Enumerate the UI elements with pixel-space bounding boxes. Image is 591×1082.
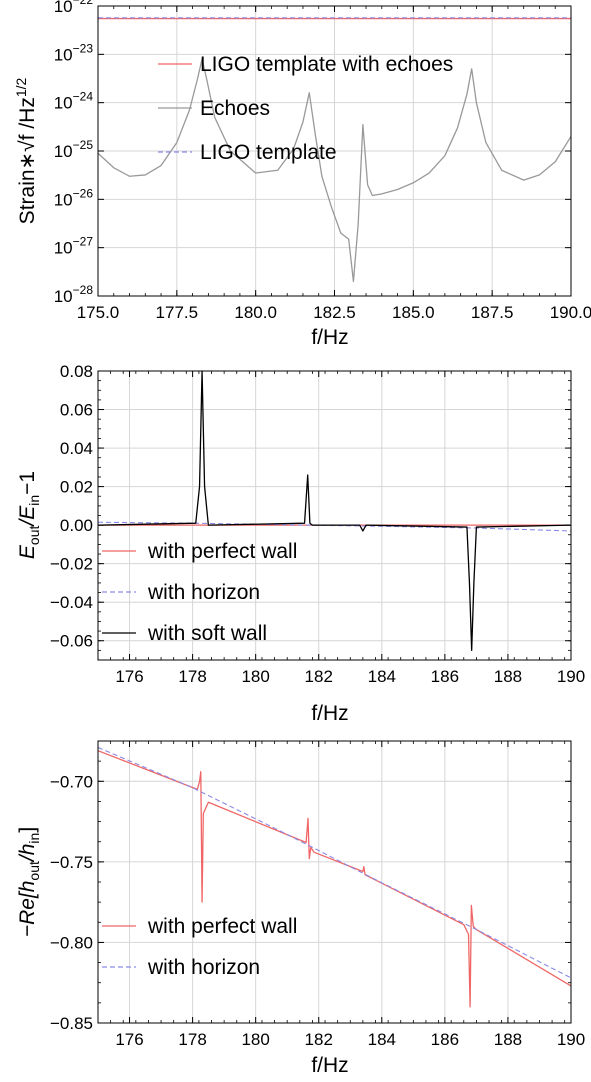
x-tick-label: 178: [178, 1030, 206, 1049]
y-tick-label: 10−22: [54, 0, 94, 16]
x-tick-label: 180: [241, 1030, 269, 1049]
y-axis-label: −Re[hout/hin]: [16, 827, 42, 937]
y-tick-label: 0.08: [60, 362, 93, 381]
series-line-2: [97, 370, 572, 652]
legend-label-2: with soft wall: [147, 622, 267, 645]
x-tick-label: 175.0: [77, 303, 120, 322]
legend-label-2: LIGO template: [200, 141, 337, 164]
y-tick-label: 10−27: [54, 235, 94, 258]
x-tick-label: 176: [115, 1030, 143, 1049]
legend-label-1: with horizon: [147, 956, 260, 979]
strain-plot: 175.0 177.5 180.0 182.5 185.0 187.5 190.0 10−28…: [13, 0, 591, 349]
x-tick-label: 182: [305, 1030, 333, 1049]
y-tick-label: 10−24: [54, 90, 94, 113]
y-tick-label: −0.70: [50, 772, 93, 791]
y-tick-label: −0.02: [50, 555, 93, 574]
x-tick-label: 178: [178, 667, 206, 686]
x-axis-label: f/Hz: [311, 702, 348, 725]
y-axis-label: Eout/Ein−1: [16, 471, 42, 559]
x-tick-label: 190.0: [550, 303, 591, 322]
legend-label-0: with perfect wall: [147, 915, 297, 938]
legend-label-0: LIGO template with echoes: [200, 53, 453, 76]
y-tick-label: −0.75: [50, 853, 93, 872]
series-line-0: [97, 750, 572, 1008]
y-tick-label: 0.04: [60, 439, 93, 458]
x-tick-label: 186: [431, 1030, 459, 1049]
y-tick-label: 10−26: [54, 186, 94, 209]
y-tick-label: 0.06: [60, 401, 93, 420]
legend-label-0: with perfect wall: [147, 540, 297, 563]
y-tick-label: −0.85: [50, 1014, 93, 1033]
x-tick-label: 176: [115, 667, 143, 686]
x-axis-label: f/Hz: [311, 326, 348, 349]
y-tick-label: 10−23: [54, 41, 94, 64]
x-tick-label: 188: [494, 667, 522, 686]
x-tick-label: 190: [557, 667, 585, 686]
x-tick-label: 188: [494, 1030, 522, 1049]
y-tick-label: −0.80: [50, 933, 93, 952]
x-tick-label: 182.5: [313, 303, 356, 322]
y-tick-label: 10−28: [54, 283, 94, 306]
x-tick-label: 180: [241, 667, 269, 686]
x-tick-label: 180.0: [234, 303, 277, 322]
x-tick-label: 187.5: [471, 303, 514, 322]
legend-label-1: Echoes: [200, 97, 270, 120]
y-tick-label: 10−25: [54, 138, 94, 161]
y-axis-label: Strain∗√f /Hz1/2: [13, 77, 39, 224]
x-tick-label: 185.0: [392, 303, 435, 322]
y-tick-label: 0.02: [60, 478, 93, 497]
x-tick-label: 186: [431, 667, 459, 686]
y-tick-label: −0.04: [50, 593, 93, 612]
legend-label-1: with horizon: [147, 581, 260, 604]
plot-frame: [97, 740, 572, 1024]
plot-frame: [97, 370, 572, 661]
y-tick-label: 0.00: [60, 516, 93, 535]
x-axis-label: f/Hz: [311, 1054, 348, 1077]
x-tick-label: 190: [557, 1030, 585, 1049]
x-tick-label: 182: [305, 667, 333, 686]
x-tick-label: 184: [368, 667, 396, 686]
series-line-1: [97, 58, 572, 283]
y-tick-label: −0.06: [50, 632, 93, 651]
reflection-plot: 176 178 180 182 184 186 188 190−0.70−0.75−0.80−…: [16, 740, 585, 1077]
x-tick-label: 184: [368, 1030, 396, 1049]
energy-ratio-plot: 176 178 180 182 184 186 188 190 0.08 0.06 0.04 0.02…: [16, 362, 585, 725]
x-tick-label: 177.5: [156, 303, 199, 322]
